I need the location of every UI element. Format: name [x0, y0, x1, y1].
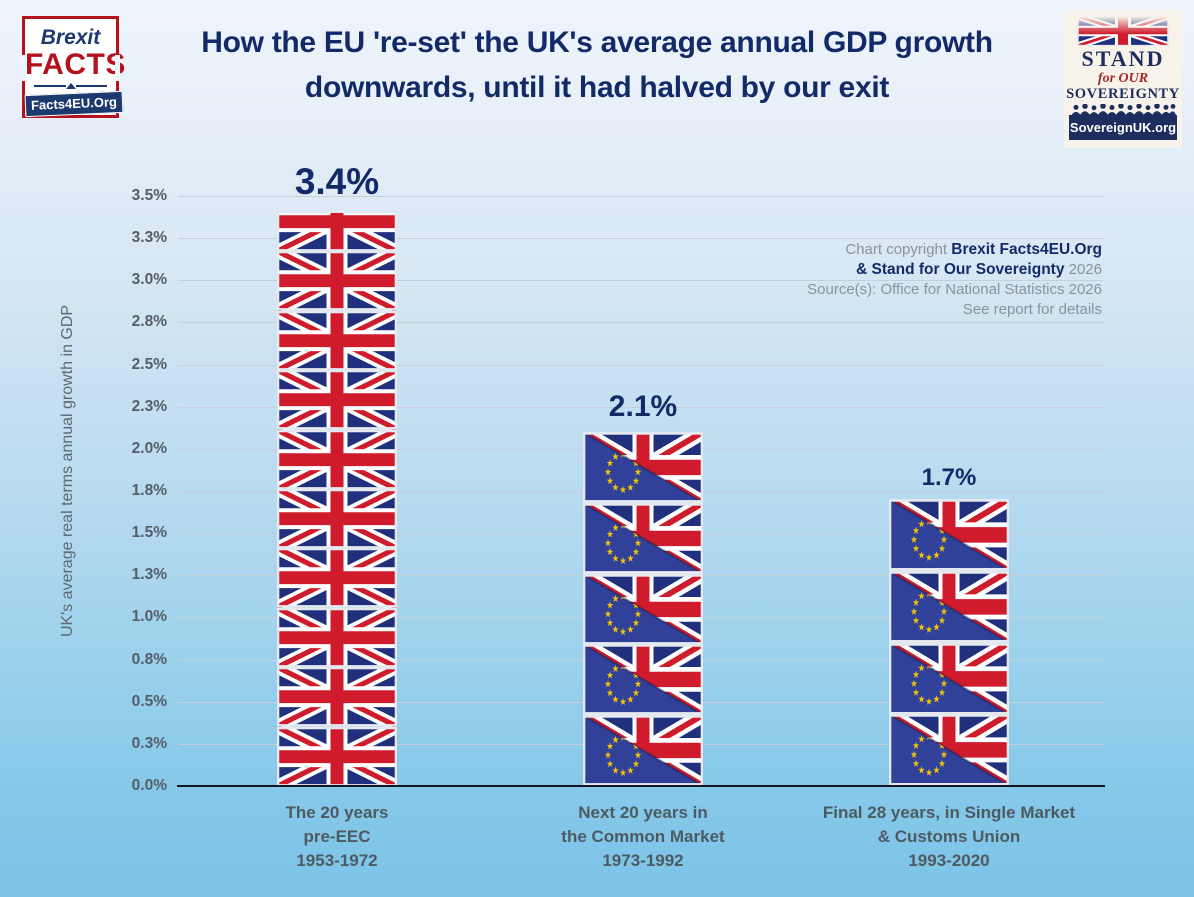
bar-value-label: 2.1% [608, 390, 678, 423]
copyright-line-1: Chart copyright Brexit Facts4EU.Org [845, 241, 1102, 258]
gridline [178, 365, 1105, 366]
y-tick-label: 2.8% [131, 313, 167, 330]
union-jack-flag-icon [277, 213, 397, 251]
brexit-facts-logo: Brexit FACTS Facts4EU.Org [21, 16, 126, 118]
triangle-icon [65, 83, 76, 89]
bar-pre-eec [277, 213, 397, 786]
eu-uk-flag-icon [583, 432, 703, 503]
y-tick-label: 0.5% [131, 693, 167, 710]
eu-uk-flag-icon [583, 574, 703, 645]
flag-fade-overlay [1077, 16, 1169, 34]
logo-divider [34, 83, 107, 89]
facts-logo-word: FACTS [25, 48, 126, 81]
bar-single-market [889, 499, 1009, 786]
copyright-note: Chart copyright Brexit Facts4EU.Org & St… [807, 240, 1102, 320]
y-axis-title: UK's average real terms annual growth in… [59, 304, 76, 638]
sov-logo-line3: SOVEREIGNTY [1066, 86, 1180, 102]
y-tick-label: 2.5% [131, 356, 167, 373]
facts4eu-banner: Facts4EU.Org [24, 90, 124, 118]
gridline [178, 280, 1105, 281]
logo-border-gap [21, 55, 26, 81]
y-tick-label: 0.3% [131, 735, 167, 752]
y-tick-label: 0.0% [131, 777, 167, 794]
category-label-pre-eec: The 20 years pre-EEC 1953-1972 [285, 803, 389, 870]
eu-uk-flag-icon [889, 571, 1009, 643]
union-jack-flag-icon [277, 608, 397, 667]
sov-logo-line2: for OUR [1097, 71, 1149, 86]
y-tick-label: 2.3% [131, 398, 167, 415]
y-tick-label: 3.3% [131, 229, 167, 246]
union-jack-flag-icon [277, 727, 397, 786]
copyright-source: Source(s): Office for National Statistic… [807, 281, 1102, 298]
title-line-2: downwards, until it had halved by our ex… [304, 71, 890, 104]
union-jack-icon [1077, 16, 1169, 46]
sov-logo-line1: STAND [1081, 46, 1165, 71]
eu-uk-flag-icon [889, 643, 1009, 715]
union-jack-flag-icon [277, 251, 397, 310]
eu-uk-flag-icon [583, 644, 703, 715]
union-jack-flag-icon [277, 489, 397, 548]
bar-common-market [583, 432, 703, 786]
gridline [178, 407, 1105, 408]
y-tick-label: 0.8% [131, 651, 167, 668]
bar-value-label: 1.7% [921, 464, 977, 491]
crowd-silhouette-icon [1071, 104, 1176, 115]
page-title: How the EU 're-set' the UK's average ann… [130, 20, 1064, 110]
category-label-single-market: Final 28 years, in Single Market & Custo… [822, 803, 1076, 870]
gridline [178, 196, 1105, 197]
union-jack-flag-icon [277, 311, 397, 370]
copyright-see-report: See report for details [962, 301, 1102, 318]
x-axis-line [177, 785, 1105, 788]
y-tick-label: 3.0% [131, 271, 167, 288]
union-jack-flag-icon [277, 667, 397, 726]
union-jack-flag-icon [277, 548, 397, 607]
union-jack-flag-icon [277, 370, 397, 429]
sovereignty-logo: STAND for OUR SOVEREIGNTY SovereignUK.or… [1064, 10, 1182, 148]
y-tick-label: 1.3% [131, 566, 167, 583]
y-tick-label: 1.0% [131, 608, 167, 625]
sovereignuk-banner: SovereignUK.org [1069, 115, 1177, 140]
copyright-line-2: & Stand for Our Sovereignty 2026 [856, 261, 1102, 278]
y-tick-label: 2.0% [131, 440, 167, 457]
category-label-common-market: Next 20 years in the Common Market 1973-… [561, 803, 725, 870]
eu-uk-flag-icon [889, 499, 1009, 571]
eu-uk-flag-icon [583, 503, 703, 574]
y-tick-label: 3.5% [131, 187, 167, 204]
eu-uk-flag-icon [583, 715, 703, 786]
gridline [178, 322, 1105, 323]
gridline [178, 238, 1105, 239]
title-line-1: How the EU 're-set' the UK's average ann… [201, 26, 993, 59]
union-jack-flag-icon [277, 430, 397, 489]
logo-border-gap [115, 55, 120, 81]
brexit-logo-word: Brexit [40, 26, 101, 49]
y-tick-label: 1.5% [131, 524, 167, 541]
y-tick-label: 1.8% [131, 482, 167, 499]
eu-uk-flag-icon [889, 714, 1009, 786]
bar-value-label: 3.4% [294, 161, 380, 202]
